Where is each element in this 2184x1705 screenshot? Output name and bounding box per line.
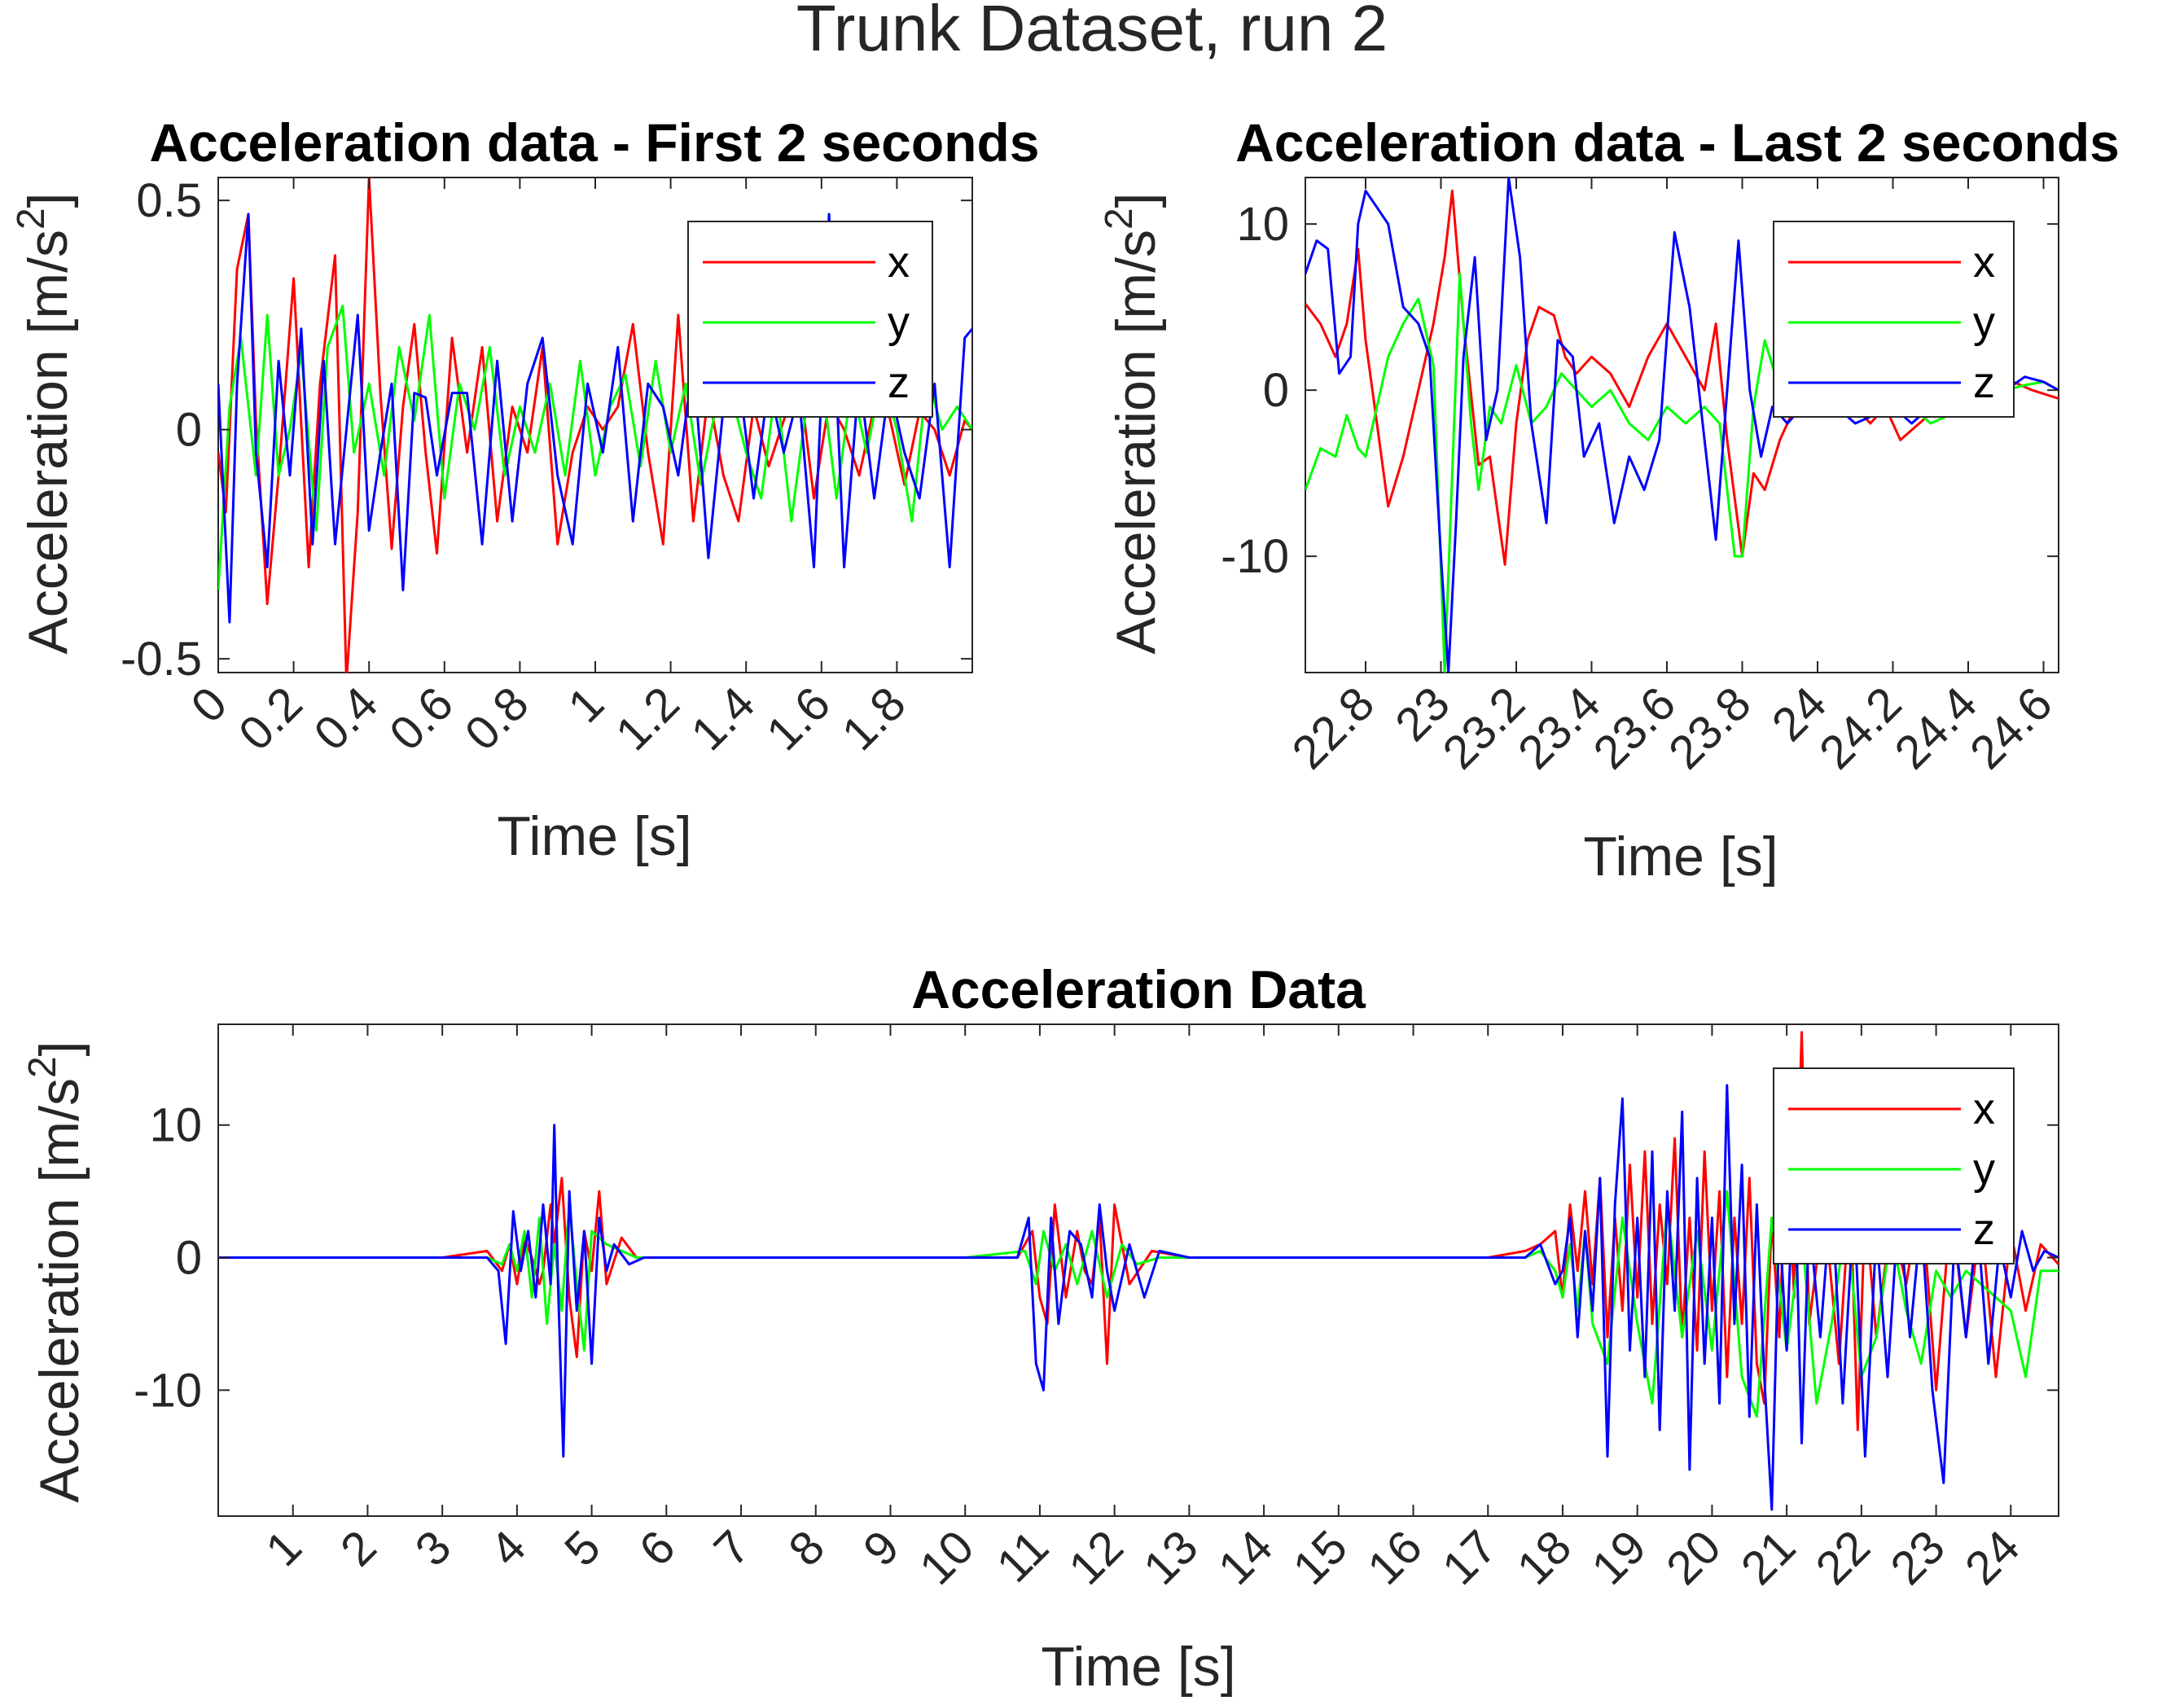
x-tick-label: 21 [1731, 1520, 1806, 1595]
x-tick-label: 6 [629, 1520, 686, 1576]
y-axis-label-exponent: 2 [21, 1056, 64, 1078]
y-axis-label-main: Acceleration [m/s [29, 1078, 90, 1503]
x-tick-label: 10 [910, 1520, 985, 1595]
x-tick-label: 22 [1805, 1520, 1880, 1595]
x-tick-label: 15 [1283, 1520, 1357, 1595]
y-axis-label-exponent: 2 [10, 208, 53, 230]
y-axis-label-main: Acceleration [m/s [17, 230, 79, 655]
legend-label-y: y [1973, 298, 1995, 347]
x-tick-label: 4 [480, 1520, 536, 1576]
legend: xyz [1773, 221, 2015, 418]
y-tick-label: -10 [1221, 530, 1289, 583]
plot-first-2-seconds: Acceleration data - First 2 seconds Acce… [10, 112, 1040, 867]
series-line-y [218, 305, 972, 590]
x-tick-label: 3 [406, 1520, 462, 1576]
y-tick-label: 0 [1263, 364, 1289, 417]
x-tick-label: 1.6 [757, 677, 840, 760]
plot-title-full: Acceleration Data [911, 959, 1366, 1019]
y-axis-label-main: Acceleration [m/s [1105, 230, 1167, 655]
y-tick-label: 10 [1236, 198, 1289, 251]
legend-box [1773, 1067, 2015, 1265]
x-tick-label: 24.4 [1884, 677, 1987, 779]
legend-label-x: x [1973, 238, 1995, 287]
y-axis-label: Acceleration [m/s2] [21, 1041, 90, 1502]
figure-title: Trunk Dataset, run 2 [796, 0, 1388, 64]
axes-box [1305, 177, 2059, 673]
legend-label-z: z [1973, 1205, 1995, 1254]
legend-label-x: x [888, 238, 910, 287]
x-tick-label: 22.8 [1282, 677, 1384, 779]
x-tick-label: 14 [1208, 1520, 1283, 1595]
x-tick-label: 0.2 [229, 677, 313, 760]
x-axis-label: Time [s] [1583, 826, 1778, 888]
x-tick-label: 23.8 [1659, 677, 1761, 779]
legend-label-y: y [1973, 1145, 1995, 1194]
x-tick-label: 12 [1059, 1520, 1134, 1595]
legend-label-z: z [888, 358, 910, 407]
x-tick-label: 24.6 [1960, 677, 2063, 779]
x-tick-label: 23.6 [1583, 677, 1686, 779]
y-tick-label: 0.5 [136, 174, 202, 227]
y-tick-label: -10 [134, 1364, 202, 1417]
x-tick-label: 0.8 [455, 677, 539, 760]
x-tick-label: 20 [1656, 1520, 1731, 1595]
x-tick-label: 23 [1880, 1520, 1955, 1595]
y-tick-label: 0 [176, 404, 202, 457]
x-tick-label: 24.2 [1809, 677, 1912, 779]
y-axis-label: Acceleration [m/s2] [1098, 192, 1167, 654]
x-axis-label: Time [s] [1041, 1636, 1235, 1698]
y-tick-label: 10 [149, 1099, 202, 1152]
x-tick-label: 18 [1507, 1520, 1582, 1595]
x-tick-label: 17 [1432, 1520, 1507, 1595]
plot-full-acceleration: Acceleration Data Acceleration [m/s2] Ti… [21, 959, 2059, 1698]
legend-box [1773, 221, 2015, 418]
x-tick-label: 11 [987, 1520, 1059, 1593]
x-tick-label: 1 [256, 1520, 312, 1576]
legend-label-y: y [888, 298, 910, 347]
x-tick-label: 0.4 [304, 677, 388, 760]
x-tick-label: 1.4 [681, 677, 765, 760]
legend: xyz [687, 221, 933, 418]
legend: xyz [1773, 1067, 2015, 1265]
x-tick-label: 16 [1357, 1520, 1432, 1595]
x-tick-label: 23.4 [1508, 677, 1611, 779]
x-axis-label: Time [s] [497, 805, 691, 867]
legend-label-x: x [1973, 1085, 1995, 1133]
x-tick-label: 13 [1134, 1520, 1208, 1595]
y-axis-label: Acceleration [m/s2] [10, 192, 79, 654]
plot-last-2-seconds: Acceleration data - Last 2 seconds Accel… [1098, 112, 2120, 888]
x-tick-label: 7 [704, 1520, 760, 1576]
series-line-x [1305, 189, 2059, 566]
y-tick-label: -0.5 [121, 633, 202, 686]
x-tick-label: 19 [1581, 1520, 1656, 1595]
y-tick-label: 0 [176, 1232, 202, 1285]
x-tick-label: 1.8 [832, 677, 916, 760]
y-axis-label-exponent: 2 [1098, 208, 1141, 230]
legend-box [687, 221, 933, 418]
x-tick-label: 8 [778, 1520, 835, 1576]
plot-title-last-2-seconds: Acceleration data - Last 2 seconds [1235, 112, 2120, 173]
x-tick-label: 1.2 [606, 677, 690, 760]
legend-label-z: z [1973, 358, 1995, 407]
x-tick-label: 23.2 [1432, 677, 1535, 779]
x-tick-label: 24 [1955, 1520, 2030, 1595]
series-line-z [218, 213, 972, 624]
x-tick-label: 5 [555, 1520, 611, 1576]
x-tick-label: 9 [853, 1520, 910, 1576]
x-tick-label: 2 [331, 1520, 387, 1576]
x-tick-label: 0.6 [379, 677, 463, 760]
plot-title-first-2-seconds: Acceleration data - First 2 seconds [149, 112, 1039, 173]
